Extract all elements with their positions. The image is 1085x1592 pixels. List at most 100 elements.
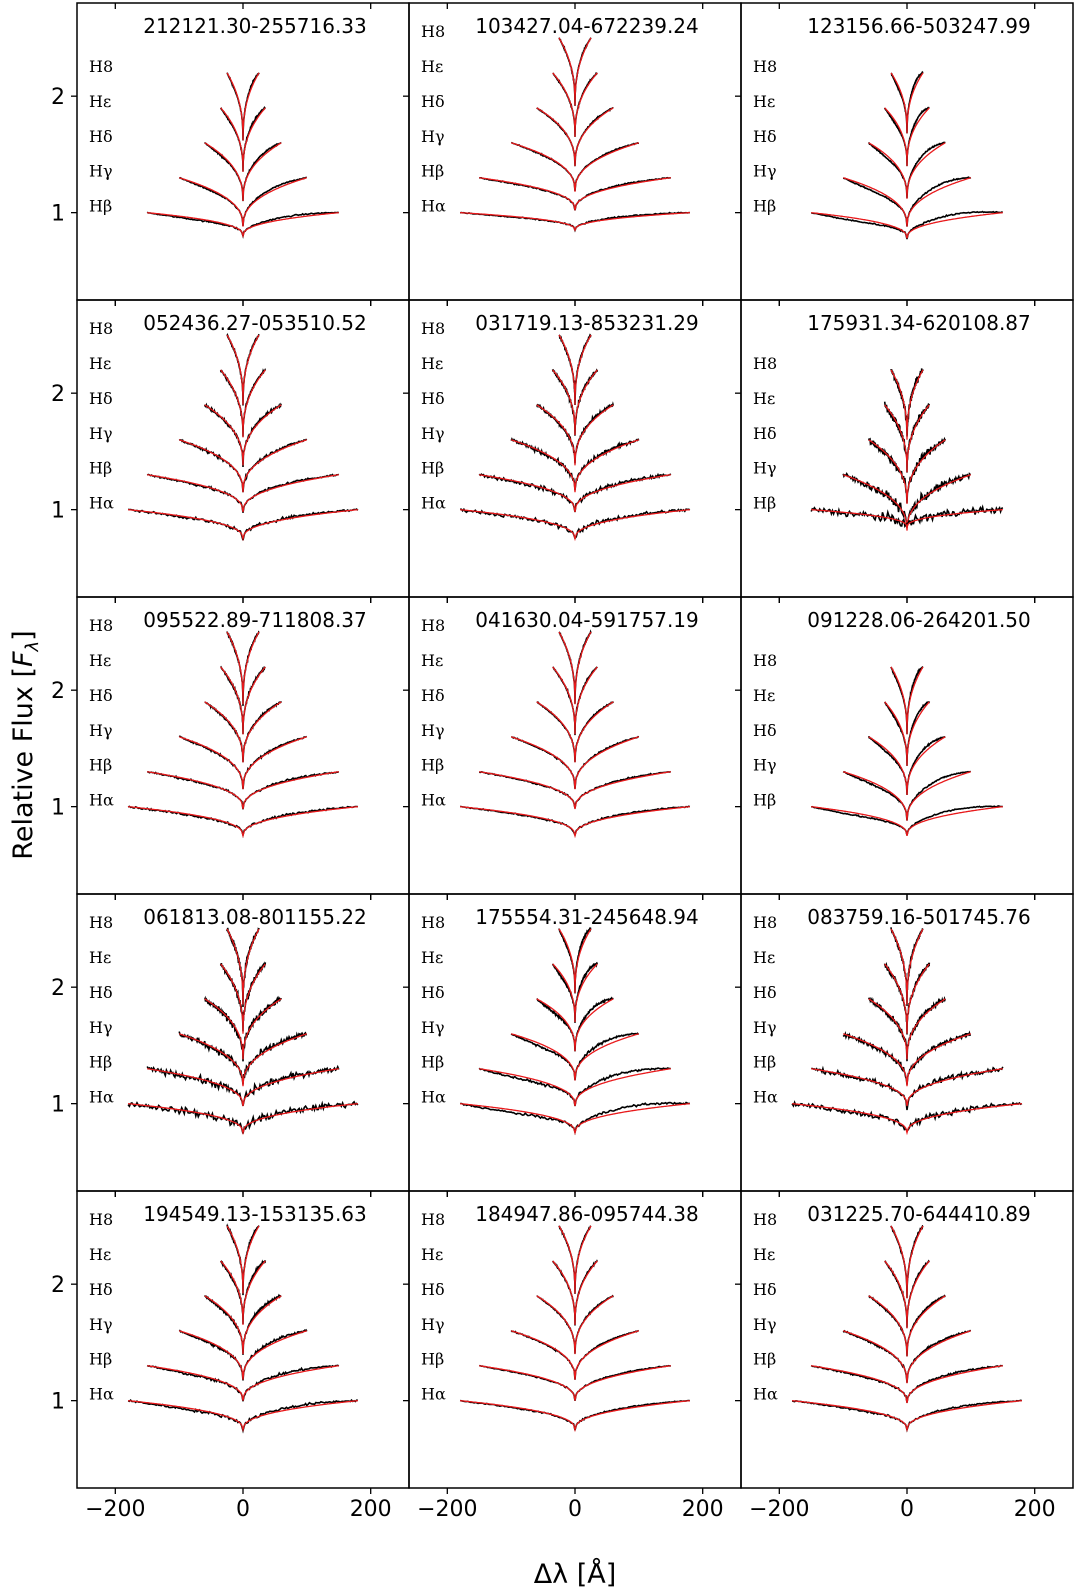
model-fit-line [868, 142, 946, 199]
panel-title: 212121.30-255716.33 [143, 14, 367, 38]
panel-title: 031225.70-644410.89 [807, 1202, 1031, 1226]
line-label: Hδ [753, 127, 777, 146]
line-label: Hβ [421, 459, 444, 478]
line-label: Hε [421, 948, 443, 967]
model-fit-line [884, 963, 930, 1034]
model-fit-line [179, 1033, 307, 1087]
model-fit-line [843, 1330, 971, 1384]
line-label: Hα [753, 1088, 778, 1107]
line-label: Hε [753, 92, 775, 111]
model-fit-line [220, 369, 266, 438]
model-fit-line [843, 771, 971, 821]
line-label: H8 [753, 651, 777, 670]
line-label: Hδ [421, 389, 445, 408]
model-fit-line [226, 928, 260, 1005]
line-label: Hε [753, 1245, 775, 1264]
model-fit-line [536, 1295, 614, 1355]
model-fit-line [558, 37, 592, 106]
line-label: H8 [421, 1210, 445, 1229]
line-label: H8 [89, 1210, 113, 1229]
spectrum-panel: 123156.66-503247.99 H8 Hε Hδ Hγ Hβ [735, 2, 1074, 306]
model-fit-line [511, 1033, 639, 1081]
panel-frame [740, 893, 1074, 1192]
line-label: Hβ [753, 197, 776, 216]
observed-spectrum-line [226, 1223, 260, 1296]
line-label: Hε [89, 948, 111, 967]
model-fit-line [179, 1330, 307, 1380]
observed-spectrum-line [810, 504, 1004, 528]
line-label: Hε [421, 651, 443, 670]
line-label: Hα [421, 1385, 446, 1404]
panel-frame [76, 893, 410, 1192]
spectrum-panel: 1 2 095522.89-711808.37 H8 Hε Hδ Hγ Hβ Hα [51, 596, 410, 900]
y-tick-label: 2 [51, 85, 65, 110]
model-fit-line [792, 1399, 1022, 1433]
model-fit-line [558, 631, 592, 705]
panel-frame [408, 1190, 742, 1489]
line-label: Hδ [753, 1280, 777, 1299]
panel-title: 095522.89-711808.37 [143, 608, 367, 632]
line-label: Hγ [421, 424, 445, 443]
observed-spectrum-line [203, 1293, 282, 1355]
line-label: Hβ [753, 1053, 776, 1072]
model-fit-line [220, 107, 266, 172]
model-fit-line [204, 142, 282, 202]
model-fit-line [460, 211, 690, 232]
model-fit-line [868, 439, 946, 504]
model-fit-line [536, 998, 614, 1052]
model-fit-line [204, 701, 282, 763]
line-label: Hδ [89, 389, 113, 408]
spectrum-panel: 041630.04-591757.19 H8 Hε Hδ Hγ Hβ Hα [403, 596, 742, 900]
model-fit-line [811, 508, 1003, 529]
model-fit-line [552, 666, 598, 735]
x-tick-label: −200 [417, 1497, 477, 1522]
line-label: Hδ [89, 127, 113, 146]
model-fit-line [460, 805, 690, 839]
model-fit-line [179, 439, 307, 493]
line-label: Hβ [89, 756, 112, 775]
model-fit-line [460, 1102, 690, 1136]
model-fit-line [479, 1068, 671, 1107]
panel-title: 175554.31-245648.94 [475, 905, 699, 929]
panel-title: 061813.08-801155.22 [143, 905, 367, 929]
line-label: Hε [421, 354, 443, 373]
line-label: H8 [89, 57, 113, 76]
model-fit-line [479, 771, 671, 810]
model-fit-line [511, 142, 639, 192]
y-tick-label: 1 [51, 1390, 65, 1415]
model-fit-line [890, 928, 924, 1005]
observed-spectrum-line [867, 995, 947, 1062]
line-label: Hγ [89, 721, 113, 740]
observed-spectrum-line [146, 1364, 340, 1402]
model-fit-line [147, 211, 339, 239]
line-label: Hγ [421, 721, 445, 740]
model-fit-line [220, 666, 266, 735]
y-tick-label: 2 [51, 382, 65, 407]
model-fit-line [842, 474, 972, 531]
line-label: H8 [421, 22, 445, 41]
line-label: Hδ [421, 983, 445, 1002]
line-label: Hε [89, 354, 111, 373]
line-label: H8 [753, 354, 777, 373]
line-label: H8 [421, 913, 445, 932]
line-label: Hδ [421, 686, 445, 705]
model-fit-line [552, 72, 598, 137]
line-label: Hε [753, 948, 775, 967]
observed-spectrum-line [811, 1065, 1004, 1111]
panel-frame [740, 1190, 1074, 1489]
model-fit-line [226, 631, 260, 705]
model-fit-line [460, 1399, 690, 1433]
line-label: H8 [421, 616, 445, 635]
panel-title: 194549.13-153135.63 [143, 1202, 367, 1226]
spectrum-panel: 091228.06-264201.50 H8 Hε Hδ Hγ Hβ [735, 596, 1074, 900]
y-tick-label: 1 [51, 202, 65, 227]
panel-title: 184947.86-095744.38 [475, 1202, 699, 1226]
observed-spectrum-line [558, 927, 592, 994]
panel-frame [408, 299, 742, 598]
model-fit-line [792, 1102, 1022, 1136]
model-fit-line [558, 1225, 592, 1294]
line-label: Hε [421, 1245, 443, 1264]
line-label: Hε [753, 389, 775, 408]
observed-spectrum-line [883, 401, 931, 473]
model-fit-line [536, 404, 614, 466]
